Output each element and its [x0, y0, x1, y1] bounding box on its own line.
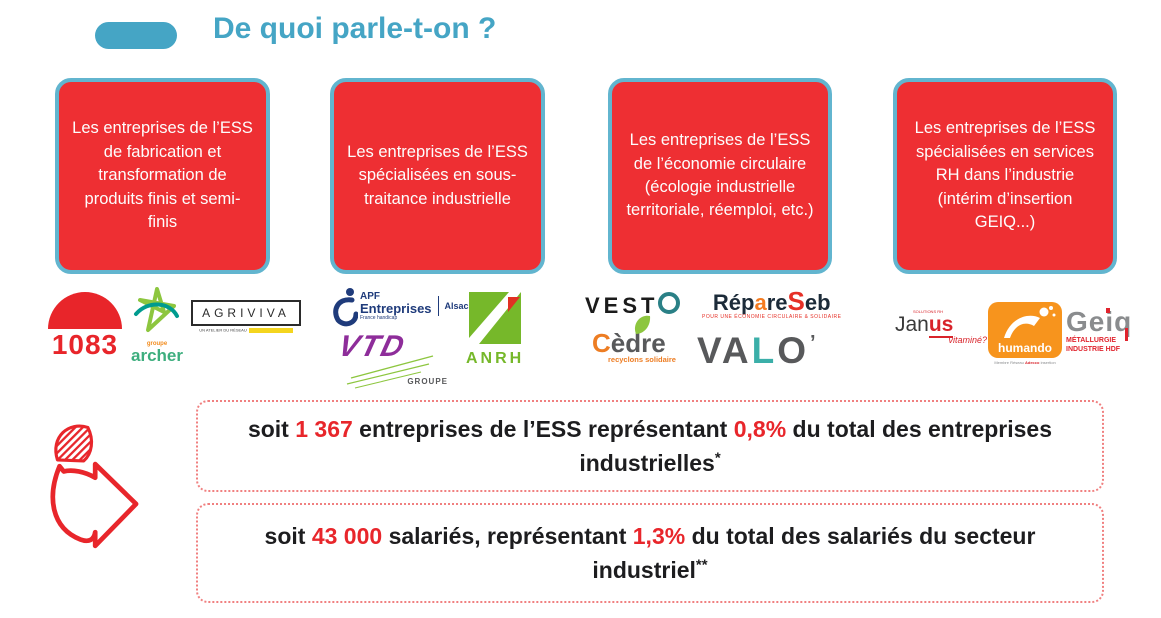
apf-region-label: Alsace: [444, 300, 474, 311]
category-card-text: Les entreprises de l’ESS de l’économie c…: [626, 131, 814, 220]
vtd-label: VTD: [335, 330, 410, 363]
archer-star-icon: [134, 287, 179, 332]
1083-label: 1083: [51, 329, 119, 360]
cedre-label: Cèdre: [592, 315, 692, 356]
logo-apf-entreprises: APF Entreprises France handicap Alsace: [330, 284, 474, 328]
vtd-strokes-icon: [346, 355, 434, 389]
logo-humando: humando Membre Réseau Adecco insertion: [988, 302, 1062, 365]
category-card-sous-traitance: Les entreprises de l’ESS spécialisées en…: [330, 78, 545, 274]
janus-top-label: SOLUTIONS RH: [913, 309, 944, 314]
logo-1083: 1083: [45, 292, 125, 359]
category-card-text: Les entreprises de l’ESS de fabrication …: [72, 119, 253, 232]
title-pill-shape: [95, 22, 177, 49]
logo-repareseb: RépareSeb POUR UNE ÉCONOMIE CIRCULAIRE &…: [702, 288, 841, 320]
janus-label: Janus: [895, 313, 954, 338]
page-title: De quoi parle-t-on ?: [213, 12, 497, 45]
cedre-leaf-icon: [634, 315, 651, 334]
category-card-text: Les entreprises de l’ESS spécialisées en…: [914, 119, 1096, 232]
geiq-label: Geiq: [1066, 306, 1133, 337]
janus-vitamine-label: vitaminé?: [948, 335, 987, 345]
anrh-label: ANRH: [466, 350, 525, 367]
vtd-groupe-label: GROUPE: [407, 377, 448, 386]
logo-geiq: Geiq MÉTALLURGIE INDUSTRIE HDF: [1066, 308, 1156, 355]
archer-groupe-label: groupe: [146, 341, 168, 347]
logo-janus: SOLUTIONS RH Janus vitaminé?: [895, 310, 987, 345]
geiq-subtitle: MÉTALLURGIE INDUSTRIE HDF: [1066, 337, 1121, 353]
logo-anrh: ANRH: [466, 292, 524, 367]
cedre-tagline: recyclons solidaire: [608, 355, 676, 364]
apf-entreprises-label: Entreprises: [360, 300, 432, 316]
humando-tile-icon: humando: [988, 302, 1062, 358]
apf-france-handicap-label: France handicap: [360, 314, 398, 321]
repareseb-tagline: POUR UNE ÉCONOMIE CIRCULAIRE & SOLIDAIRE: [702, 314, 842, 320]
category-card-services-rh: Les entreprises de l’ESS spécialisées en…: [893, 78, 1117, 274]
humando-caption: Membre Réseau Adecco insertion: [994, 360, 1056, 365]
valo-dot: ’: [810, 332, 819, 354]
stat-box-salaries: soit 43 000 salariés, représentant 1,3% …: [196, 503, 1104, 603]
1083-dome-icon: [48, 292, 122, 329]
humando-label: humando: [998, 341, 1052, 355]
category-card-fabrication: Les entreprises de l’ESS de fabrication …: [55, 78, 270, 274]
logo-groupe-archer: groupe archer: [126, 286, 188, 364]
humando-figure-icon: [1004, 306, 1056, 338]
stat-text: soit 1 367 entreprises de l’ESS représen…: [247, 415, 1053, 477]
apf-label: APF: [360, 290, 380, 302]
agriviva-tagline-highlight: [248, 328, 293, 333]
vesto-label: VEST: [585, 293, 659, 318]
apf-divider: [437, 296, 439, 316]
logo-vesto: VEST: [585, 292, 681, 318]
logo-agriviva: AGRIVIVA UN ATELIER DU RÉSEAU: [191, 300, 301, 333]
category-card-text: Les entreprises de l’ESS spécialisées en…: [347, 142, 528, 208]
logo-cedre: Cèdre recyclons solidaire: [592, 315, 692, 364]
apf-icon: [333, 288, 358, 327]
arrow-icon: [50, 424, 139, 549]
anrh-icon: [469, 292, 521, 344]
logo-vtd-groupe: VTD GROUPE: [333, 330, 448, 392]
vesto-ring-icon: [658, 292, 681, 314]
logo-valo: VALO’: [697, 330, 819, 371]
agriviva-tagline: UN ATELIER DU RÉSEAU: [191, 328, 301, 333]
archer-label: archer: [131, 346, 183, 365]
repareseb-label: RépareSeb: [712, 286, 831, 316]
agriviva-label: AGRIVIVA: [191, 300, 301, 326]
stat-box-entreprises: soit 1 367 entreprises de l’ESS représen…: [196, 400, 1104, 492]
category-card-economie-circulaire: Les entreprises de l’ESS de l’économie c…: [608, 78, 832, 274]
stat-text: soit 43 000 salariés, représentant 1,3% …: [264, 522, 1036, 584]
